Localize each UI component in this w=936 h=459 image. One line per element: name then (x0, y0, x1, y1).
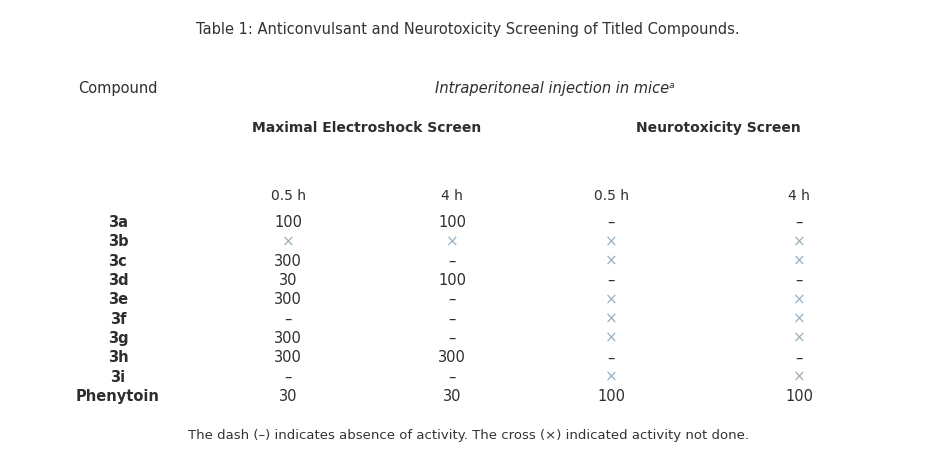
Text: –: – (285, 369, 292, 385)
Text: 30: 30 (279, 273, 298, 288)
Text: ×: × (605, 253, 618, 269)
Text: ×: × (282, 234, 295, 249)
Text: –: – (796, 350, 803, 365)
Text: –: – (448, 369, 456, 385)
Text: Table 1: Anticonvulsant and Neurotoxicity Screening of Titled Compounds.: Table 1: Anticonvulsant and Neurotoxicit… (197, 22, 739, 37)
Text: 300: 300 (274, 292, 302, 307)
Text: Neurotoxicity Screen: Neurotoxicity Screen (636, 121, 800, 134)
Text: 3e: 3e (108, 292, 128, 307)
Text: 3d: 3d (108, 273, 128, 288)
Text: 300: 300 (438, 350, 466, 365)
Text: 3i: 3i (110, 369, 125, 385)
Text: Compound: Compound (78, 81, 157, 96)
Text: –: – (607, 350, 615, 365)
Text: –: – (448, 253, 456, 269)
Text: 3g: 3g (108, 331, 128, 346)
Text: –: – (285, 312, 292, 327)
Text: 3c: 3c (109, 253, 127, 269)
Text: ×: × (605, 292, 618, 307)
Text: The dash (–) indicates absence of activity. The cross (×) indicated activity not: The dash (–) indicates absence of activi… (187, 429, 749, 442)
Text: ×: × (605, 331, 618, 346)
Text: –: – (796, 273, 803, 288)
Text: 100: 100 (785, 389, 813, 404)
Text: Phenytoin: Phenytoin (76, 389, 160, 404)
Text: Intraperitoneal injection in miceᵃ: Intraperitoneal injection in miceᵃ (434, 81, 675, 96)
Text: ×: × (605, 369, 618, 385)
Text: 30: 30 (279, 389, 298, 404)
Text: 3h: 3h (108, 350, 128, 365)
Text: ×: × (793, 312, 806, 327)
Text: ×: × (793, 234, 806, 249)
Text: 4 h: 4 h (788, 189, 810, 202)
Text: –: – (607, 273, 615, 288)
Text: –: – (448, 331, 456, 346)
Text: ×: × (793, 292, 806, 307)
Text: 300: 300 (274, 331, 302, 346)
Text: 3f: 3f (110, 312, 126, 327)
Text: 0.5 h: 0.5 h (271, 189, 306, 202)
Text: ×: × (793, 253, 806, 269)
Text: –: – (796, 215, 803, 230)
Text: ×: × (605, 234, 618, 249)
Text: 100: 100 (274, 215, 302, 230)
Text: 100: 100 (597, 389, 625, 404)
Text: 300: 300 (274, 350, 302, 365)
Text: 3b: 3b (108, 234, 128, 249)
Text: ×: × (446, 234, 459, 249)
Text: 4 h: 4 h (441, 189, 463, 202)
Text: 100: 100 (438, 273, 466, 288)
Text: ×: × (793, 369, 806, 385)
Text: 100: 100 (438, 215, 466, 230)
Text: ×: × (605, 312, 618, 327)
Text: 3a: 3a (108, 215, 128, 230)
Text: Maximal Electroshock Screen: Maximal Electroshock Screen (252, 121, 481, 134)
Text: 0.5 h: 0.5 h (593, 189, 629, 202)
Text: –: – (607, 215, 615, 230)
Text: –: – (448, 312, 456, 327)
Text: –: – (448, 292, 456, 307)
Text: 300: 300 (274, 253, 302, 269)
Text: ×: × (793, 331, 806, 346)
Text: 30: 30 (443, 389, 461, 404)
